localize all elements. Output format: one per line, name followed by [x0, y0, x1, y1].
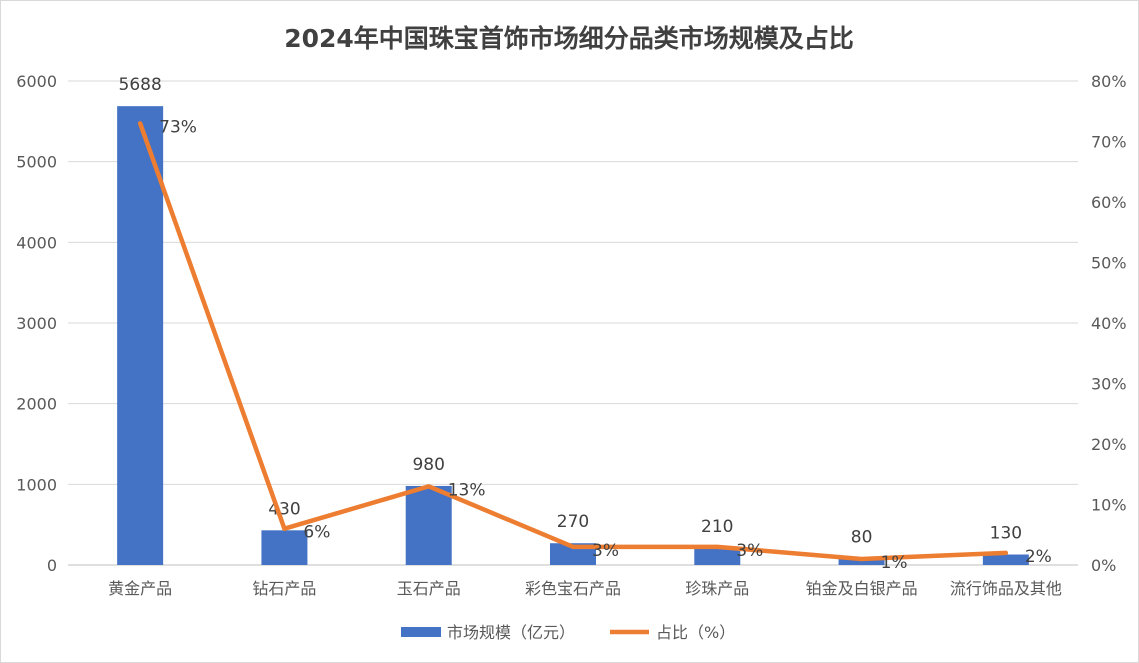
left-axis-tick: 0 [47, 556, 57, 575]
line-data-label: 73% [159, 117, 197, 137]
left-axis-tick: 2000 [16, 395, 57, 414]
right-axis-tick: 0% [1091, 556, 1116, 575]
bar-data-label: 210 [701, 517, 733, 537]
legend-bar-swatch [401, 627, 441, 637]
line-data-label: 1% [881, 553, 908, 573]
x-axis-tick: 铂金及白银产品 [806, 579, 918, 598]
right-axis-tick: 70% [1091, 133, 1127, 152]
bar-data-label: 5688 [119, 75, 162, 95]
right-axis-tick: 20% [1091, 435, 1127, 454]
line-data-label: 3% [592, 541, 619, 561]
chart-title: 2024年中国珠宝首饰市场细分品类市场规模及占比 [284, 24, 854, 53]
bar [982, 554, 1029, 565]
right-axis-tick: 60% [1091, 193, 1127, 212]
line-data-label: 6% [303, 523, 330, 543]
bar-data-label: 980 [412, 455, 444, 475]
x-axis-tick: 珍珠产品 [685, 579, 749, 598]
right-axis-tick: 10% [1091, 496, 1127, 515]
line-data-label: 13% [448, 480, 486, 500]
legend-bar-label: 市场规模（亿元） [447, 623, 575, 642]
line-data-label: 3% [736, 541, 763, 561]
line-series [137, 121, 1009, 562]
left-axis-tick: 4000 [16, 233, 57, 252]
bar-data-label: 80 [851, 528, 873, 548]
x-axis-tick: 玉石产品 [397, 579, 461, 598]
right-axis-tick: 80% [1091, 72, 1127, 91]
x-axis-tick: 彩色宝石产品 [525, 579, 621, 598]
right-axis-tick: 50% [1091, 254, 1127, 273]
bar [694, 548, 741, 565]
x-axis-tick: 钻石产品 [252, 579, 316, 598]
right-axis-tick: 30% [1091, 375, 1127, 394]
bar-data-label: 270 [557, 512, 589, 532]
bar [405, 485, 452, 565]
legend-line-label: 占比（%） [656, 623, 735, 642]
right-axis-tick: 40% [1091, 314, 1127, 333]
line-data-label: 2% [1025, 547, 1052, 567]
x-axis-tick: 黄金产品 [108, 579, 172, 598]
left-axis-tick: 5000 [16, 153, 57, 172]
left-axis-tick: 3000 [16, 314, 57, 333]
bar [117, 106, 164, 565]
bar [838, 558, 885, 565]
x-axis-tick: 流行饰品及其他 [950, 579, 1062, 598]
bar-data-label: 130 [990, 524, 1022, 544]
left-axis-tick: 6000 [16, 72, 57, 91]
bar [261, 530, 308, 565]
left-axis-tick: 1000 [16, 475, 57, 494]
